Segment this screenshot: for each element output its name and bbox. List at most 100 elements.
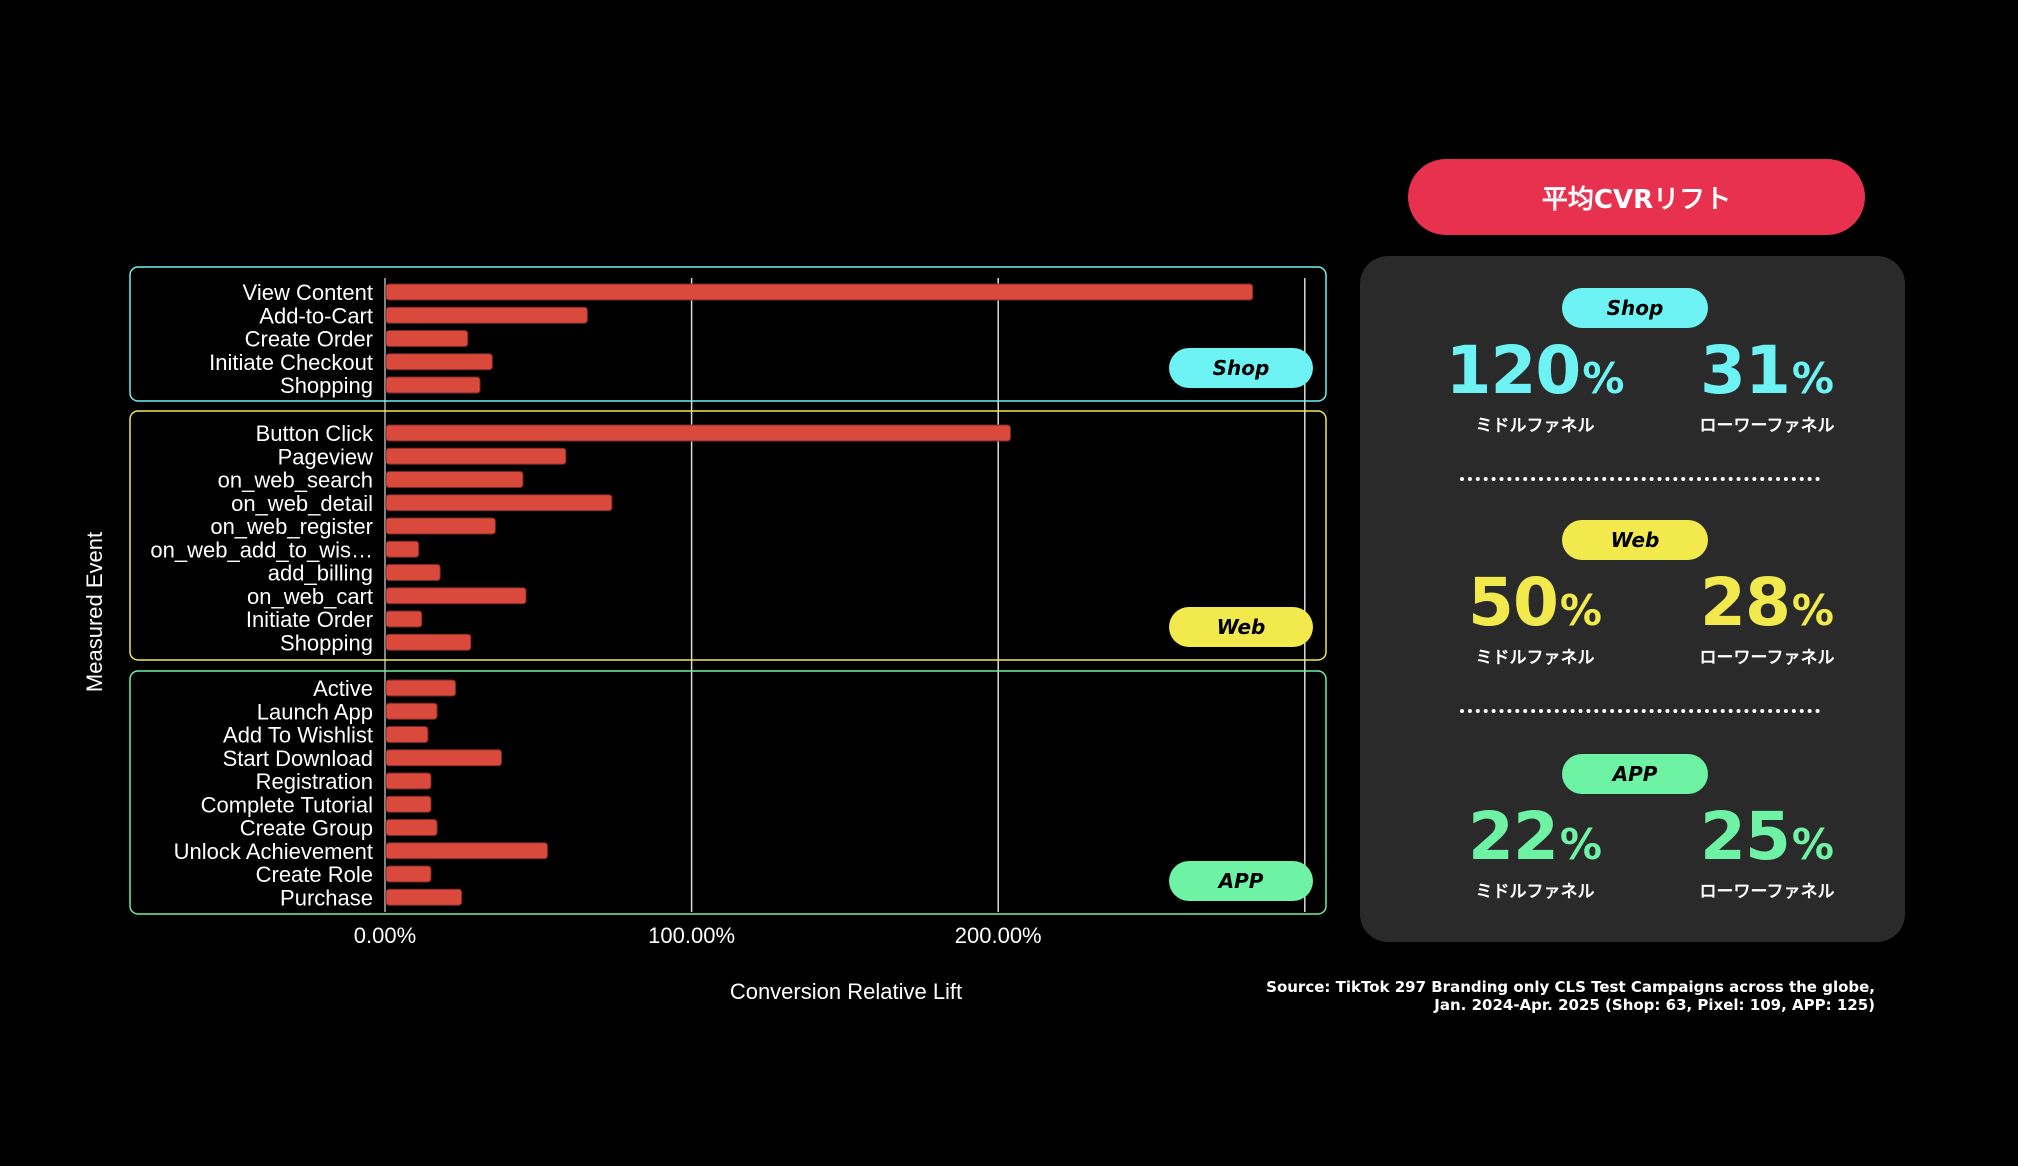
middle-funnel-label: ミドルファネル <box>1475 882 1595 902</box>
bar <box>385 726 429 743</box>
lower-funnel-label: ローワーファネル <box>1699 648 1835 668</box>
category-label: Launch App <box>257 699 373 724</box>
category-label: on_web_cart <box>247 584 373 609</box>
bar <box>385 424 1011 442</box>
group-badge-label: Web <box>1217 615 1266 639</box>
bar-chart: Measured Event Conversion Relative Lift … <box>82 266 1327 1004</box>
shop-lower-value: 31 <box>1700 332 1791 409</box>
category-label: Start Download <box>223 746 373 771</box>
summary-group-web: Web 50% ミドルファネル 28% ローワーファネル <box>1360 520 1905 670</box>
lower-funnel-label: ローワーファネル <box>1699 416 1835 436</box>
bar <box>385 564 441 581</box>
source-note: Source: TikTok 297 Branding only CLS Tes… <box>1266 978 1875 1014</box>
category-label: Button Click <box>256 421 374 446</box>
bar <box>385 749 503 767</box>
bar <box>385 517 496 535</box>
category-label: Initiate Checkout <box>209 350 373 375</box>
bar <box>385 772 432 790</box>
web-middle-funnel-metric: 50% ミドルファネル <box>1415 564 1655 668</box>
category-label: Purchase <box>280 885 373 910</box>
percent-symbol: % <box>1791 820 1834 869</box>
category-label: Shopping <box>280 630 373 655</box>
x-tick-label: 100.00% <box>648 923 735 948</box>
bar <box>385 679 457 697</box>
bar <box>385 702 438 720</box>
x-tick-label: 200.00% <box>955 923 1042 948</box>
x-axis-title: Conversion Relative Lift <box>730 979 962 1004</box>
app-middle-value: 22 <box>1468 798 1559 875</box>
summary-badge-app: APP <box>1562 754 1708 794</box>
web-lower-value: 28 <box>1700 564 1791 641</box>
category-label: Create Order <box>245 327 373 352</box>
bar <box>385 610 423 628</box>
group-frame-app <box>129 670 1327 915</box>
percent-symbol: % <box>1559 820 1602 869</box>
bar <box>385 471 524 488</box>
middle-funnel-label: ミドルファネル <box>1475 648 1595 668</box>
percent-symbol: % <box>1559 586 1602 635</box>
app-lower-value: 25 <box>1700 798 1791 875</box>
bar <box>385 587 527 605</box>
group-badge-shop <box>1169 348 1313 388</box>
category-label: Initiate Order <box>246 607 373 632</box>
category-label: on_web_add_to_wis… <box>150 537 373 562</box>
group-badge-label: Shop <box>1213 356 1270 380</box>
bar <box>385 353 493 371</box>
category-label: Create Role <box>256 862 373 887</box>
bar <box>385 494 613 512</box>
web-middle-value: 50 <box>1468 564 1559 641</box>
category-label: Complete Tutorial <box>201 792 373 817</box>
web-lower-funnel-metric: 28% ローワーファネル <box>1647 564 1887 668</box>
category-label: Unlock Achievement <box>174 839 373 864</box>
summary-panel: Shop 120% ミドルファネル 31% ローワーファネル Web 50% ミ… <box>1360 256 1905 942</box>
percent-symbol: % <box>1791 586 1834 635</box>
summary-title: 平均CVRリフト <box>1408 159 1865 235</box>
shop-middle-value: 120 <box>1445 332 1582 409</box>
category-label: on_web_register <box>210 514 373 539</box>
bar <box>385 447 567 465</box>
group-frame-shop <box>129 266 1327 402</box>
shop-middle-funnel-metric: 120% ミドルファネル <box>1415 332 1655 436</box>
bar <box>385 795 432 813</box>
category-label: add_billing <box>268 561 373 586</box>
bar <box>385 306 588 324</box>
summary-badge-shop: Shop <box>1562 288 1708 328</box>
category-label: View Content <box>243 280 373 305</box>
app-middle-funnel-metric: 22% ミドルファネル <box>1415 798 1655 902</box>
bar <box>385 842 548 860</box>
summary-group-app: APP 22% ミドルファネル 25% ローワーファネル <box>1360 754 1905 904</box>
group-frame-web <box>129 410 1327 661</box>
bar <box>385 865 432 883</box>
category-label: Registration <box>256 769 373 794</box>
summary-group-shop: Shop 120% ミドルファネル 31% ローワーファネル <box>1360 288 1905 438</box>
bar <box>385 888 463 906</box>
dotted-divider <box>1460 709 1820 713</box>
percent-symbol: % <box>1582 354 1625 403</box>
bar <box>385 330 469 347</box>
lower-funnel-label: ローワーファネル <box>1699 882 1835 902</box>
bar <box>385 283 1254 301</box>
bar <box>385 540 420 558</box>
y-axis-title: Measured Event <box>82 532 107 692</box>
middle-funnel-label: ミドルファネル <box>1475 416 1595 436</box>
category-label: Shopping <box>280 373 373 398</box>
category-label: Active <box>313 676 373 701</box>
summary-badge-web: Web <box>1562 520 1708 560</box>
percent-symbol: % <box>1791 354 1834 403</box>
bar <box>385 819 438 836</box>
category-label: on_web_search <box>218 468 373 493</box>
category-label: on_web_detail <box>231 491 373 516</box>
dotted-divider <box>1460 477 1820 481</box>
x-tick-label: 0.00% <box>354 923 416 948</box>
category-label: Pageview <box>278 444 374 469</box>
shop-lower-funnel-metric: 31% ローワーファネル <box>1647 332 1887 436</box>
category-label: Create Group <box>240 816 373 841</box>
app-lower-funnel-metric: 25% ローワーファネル <box>1647 798 1887 902</box>
category-label: Add-to-Cart <box>259 303 373 328</box>
bar <box>385 633 472 651</box>
source-line-1: Source: TikTok 297 Branding only CLS Tes… <box>1266 978 1875 996</box>
group-badge-app <box>1169 861 1313 901</box>
bar <box>385 376 481 394</box>
source-line-2: Jan. 2024-Apr. 2025 (Shop: 63, Pixel: 10… <box>1434 996 1875 1014</box>
group-badge-web <box>1169 607 1313 647</box>
